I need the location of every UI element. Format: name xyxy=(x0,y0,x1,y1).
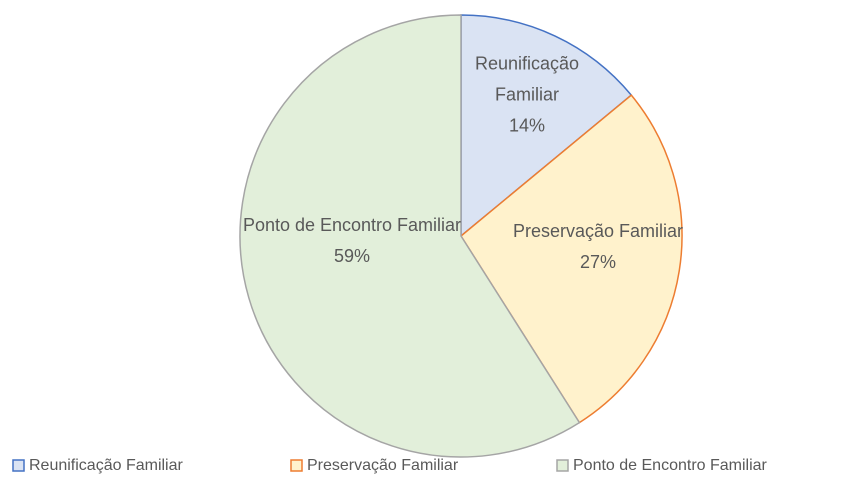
legend-swatch xyxy=(12,459,25,472)
slice-value: 27% xyxy=(579,252,617,272)
slice-label: Ponto de Encontro Familiar 59% xyxy=(242,210,462,272)
slice-category: Reunificação Familiar xyxy=(474,53,580,105)
legend-swatch xyxy=(556,459,569,472)
slice-label: Reunificação Familiar 14% xyxy=(457,49,597,142)
pie-slice xyxy=(239,14,581,458)
pie-slice xyxy=(460,14,633,238)
legend-swatch xyxy=(290,459,303,472)
legend-label: Ponto de Encontro Familiar xyxy=(573,457,768,474)
legend-label: Reunificação Familiar xyxy=(29,457,184,474)
slice-label: Preservação Familiar 27% xyxy=(483,216,713,278)
slice-value: 14% xyxy=(508,115,546,136)
pie-slice xyxy=(460,94,683,424)
legend-label: Preservação Familiar xyxy=(307,457,459,474)
slice-value: 59% xyxy=(333,246,371,266)
slice-category: Ponto de Encontro Familiar xyxy=(242,215,462,235)
slice-category: Preservação Familiar xyxy=(512,221,684,241)
